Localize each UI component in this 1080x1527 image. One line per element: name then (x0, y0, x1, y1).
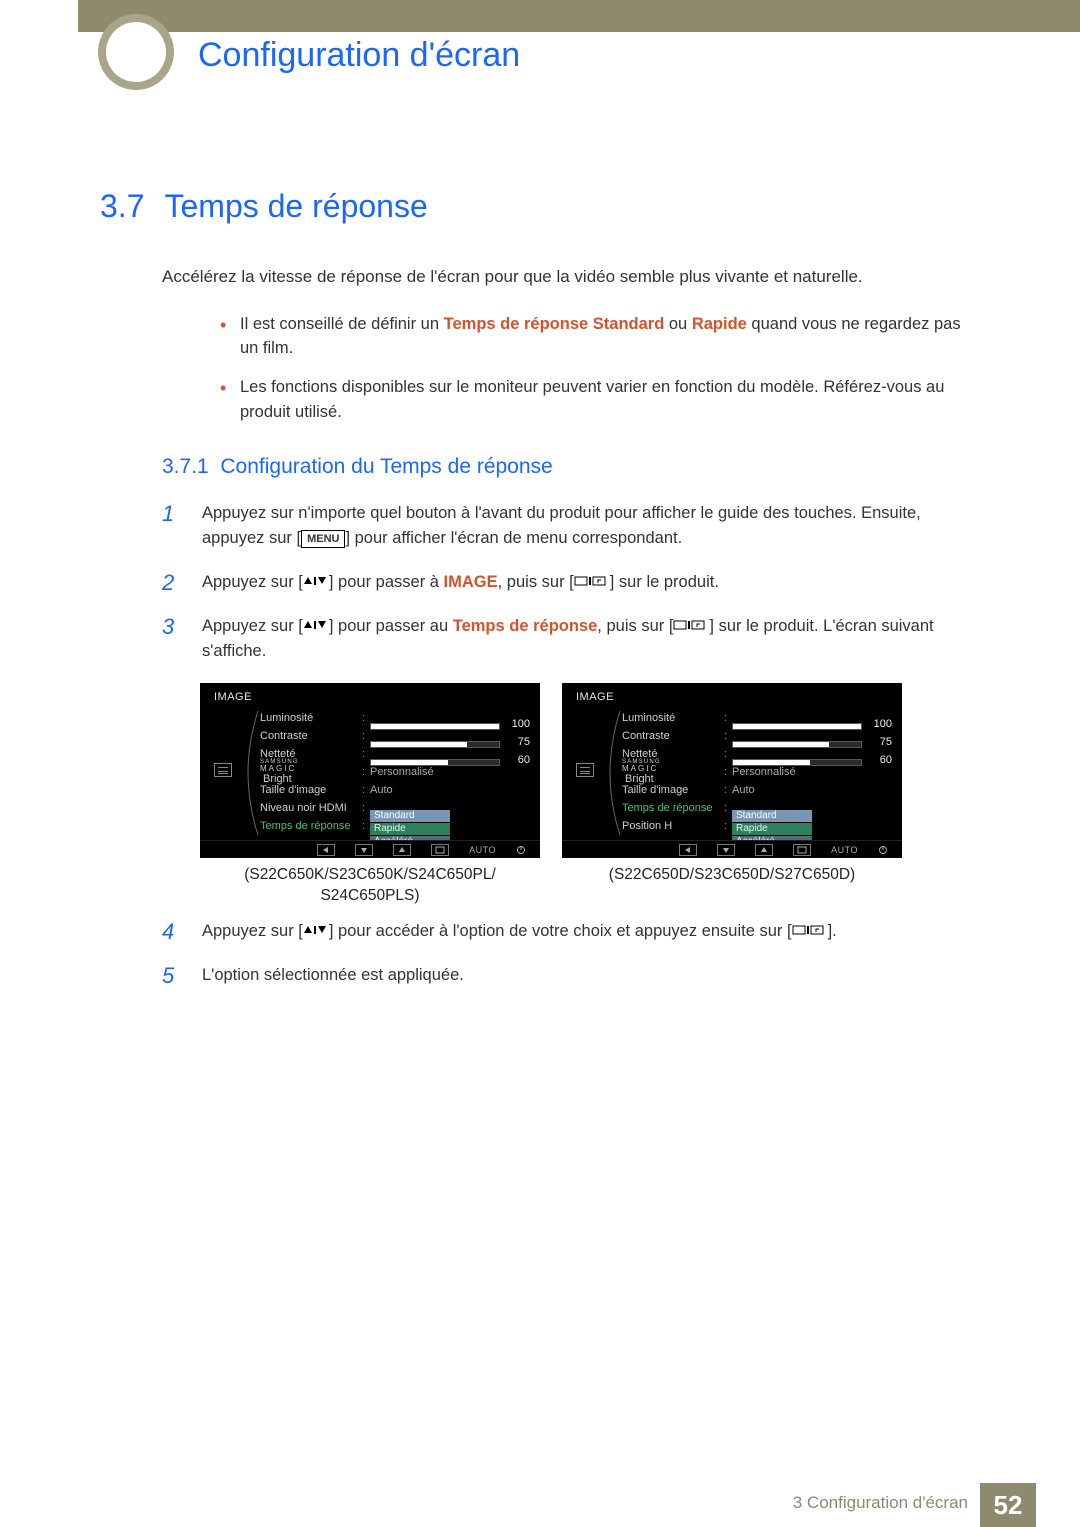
osd-row-label: Taille d'image (622, 784, 724, 796)
nav-auto: AUTO (469, 845, 496, 855)
osd-row-label: Luminosité (622, 712, 724, 724)
up-down-icon (303, 570, 329, 596)
nav-up-icon (755, 844, 773, 856)
steps: 1 Appuyez sur n'importe quel bouton à l'… (162, 501, 980, 665)
chapter-badge-inner (106, 22, 166, 82)
section-heading: 3.7 Temps de réponse (100, 188, 980, 225)
nav-power-icon (516, 845, 526, 855)
nav-down-icon (355, 844, 373, 856)
keyword: Temps de réponse Standard (444, 315, 665, 333)
osd-option: Rapide (732, 823, 812, 835)
keyword: Rapide (692, 315, 747, 333)
osd-left-col: IMAGE Luminosité:100Contraste:75Netteté:… (200, 683, 540, 907)
osd-title: IMAGE (210, 689, 530, 709)
up-down-icon (303, 614, 329, 640)
info-box: Il est conseillé de définir un Temps de … (162, 312, 980, 425)
nav-left-icon (317, 844, 335, 856)
osd-screenshots: IMAGE Luminosité:100Contraste:75Netteté:… (200, 683, 980, 907)
step-3: 3 Appuyez sur [] pour passer au Temps de… (162, 614, 980, 665)
step-5: 5 L'option sélectionnée est appliquée. (162, 963, 980, 989)
step-1: 1 Appuyez sur n'importe quel bouton à l'… (162, 501, 980, 552)
osd-row: Taille d'image:Auto (260, 781, 530, 799)
osd-panel-right: IMAGE Luminosité:100Contraste:75Netteté:… (562, 683, 902, 858)
osd-option: Standard (732, 810, 812, 822)
enter-icon (792, 919, 828, 945)
osd-row-label: Temps de réponse (622, 802, 724, 814)
nav-enter-icon (793, 844, 811, 856)
page: Configuration d'écran 3.7 Temps de répon… (0, 0, 1080, 1527)
body: 3.7 Temps de réponse Accélérez la vitess… (100, 188, 980, 1007)
osd-row-label: Temps de réponse (260, 820, 362, 832)
enter-icon (574, 570, 610, 596)
up-down-icon (303, 919, 329, 945)
osd-row-label: Contraste (622, 730, 724, 742)
section-number: 3.7 (100, 188, 144, 225)
osd-navbar: AUTO (200, 840, 540, 858)
top-band-cut (0, 0, 78, 32)
osd-row-value: Auto (370, 784, 530, 796)
osd-panel-left: IMAGE Luminosité:100Contraste:75Netteté:… (200, 683, 540, 858)
osd-row-value: Auto (732, 784, 892, 796)
intro-text: Accélérez la vitesse de réponse de l'écr… (162, 265, 980, 290)
nav-left-icon (679, 844, 697, 856)
osd-row-label: SAMSUNGMAGICBright (260, 759, 362, 785)
osd-row: SAMSUNGMAGICBright:Personnalisé (260, 763, 530, 781)
osd-row: Niveau noir HDMI:StandardRapideAccéléré (260, 799, 530, 817)
osd-row: Taille d'image:Auto (622, 781, 892, 799)
nav-down-icon (717, 844, 735, 856)
section-title: Temps de réponse (164, 188, 427, 225)
osd-row-label: Contraste (260, 730, 362, 742)
chapter-title: Configuration d'écran (198, 36, 520, 75)
osd-option: Standard (370, 810, 450, 822)
osd-title: IMAGE (572, 689, 892, 709)
nav-enter-icon (431, 844, 449, 856)
page-number: 52 (980, 1483, 1036, 1527)
osd-row: Temps de réponse:StandardRapideAccéléré (622, 799, 892, 817)
info-bullet-1: Il est conseillé de définir un Temps de … (240, 312, 980, 362)
footer-text: 3 Configuration d'écran (793, 1493, 968, 1513)
osd-row-label: Niveau noir HDMI (260, 802, 362, 814)
osd-row: SAMSUNGMAGICBright:Personnalisé (622, 763, 892, 781)
menu-key: MENU (301, 530, 345, 548)
step-2: 2 Appuyez sur [] pour passer à IMAGE, pu… (162, 570, 980, 596)
steps-cont: 4 Appuyez sur [] pour accéder à l'option… (162, 919, 980, 989)
nav-auto: AUTO (831, 845, 858, 855)
osd-navbar: AUTO (562, 840, 902, 858)
osd-row-label: SAMSUNGMAGICBright (622, 759, 724, 785)
keyword: Temps de réponse (453, 617, 598, 635)
osd-caption-left: (S22C650K/S23C650K/S24C650PL/S24C650PLS) (200, 865, 540, 907)
osd-row-label: Position H (622, 820, 724, 832)
osd-row-value: Personnalisé (732, 766, 892, 778)
keyword: IMAGE (444, 573, 498, 591)
step-4: 4 Appuyez sur [] pour accéder à l'option… (162, 919, 980, 945)
osd-option: Rapide (370, 823, 450, 835)
osd-caption-right: (S22C650D/S23C650D/S27C650D) (562, 865, 902, 886)
osd-category-icon (576, 763, 594, 777)
osd-category-icon (214, 763, 232, 777)
info-bullet-2: Les fonctions disponibles sur le moniteu… (240, 375, 980, 425)
footer: 3 Configuration d'écran 52 (0, 1483, 1080, 1527)
nav-power-icon (878, 845, 888, 855)
osd-row-value: Personnalisé (370, 766, 530, 778)
enter-icon (673, 614, 709, 640)
osd-right-col: IMAGE Luminosité:100Contraste:75Netteté:… (562, 683, 902, 907)
osd-row: Luminosité:100 (260, 709, 530, 727)
osd-row-label: Luminosité (260, 712, 362, 724)
nav-up-icon (393, 844, 411, 856)
osd-row-label: Taille d'image (260, 784, 362, 796)
osd-row: Luminosité:100 (622, 709, 892, 727)
subsection-heading: 3.7.1 Configuration du Temps de réponse (162, 455, 980, 479)
